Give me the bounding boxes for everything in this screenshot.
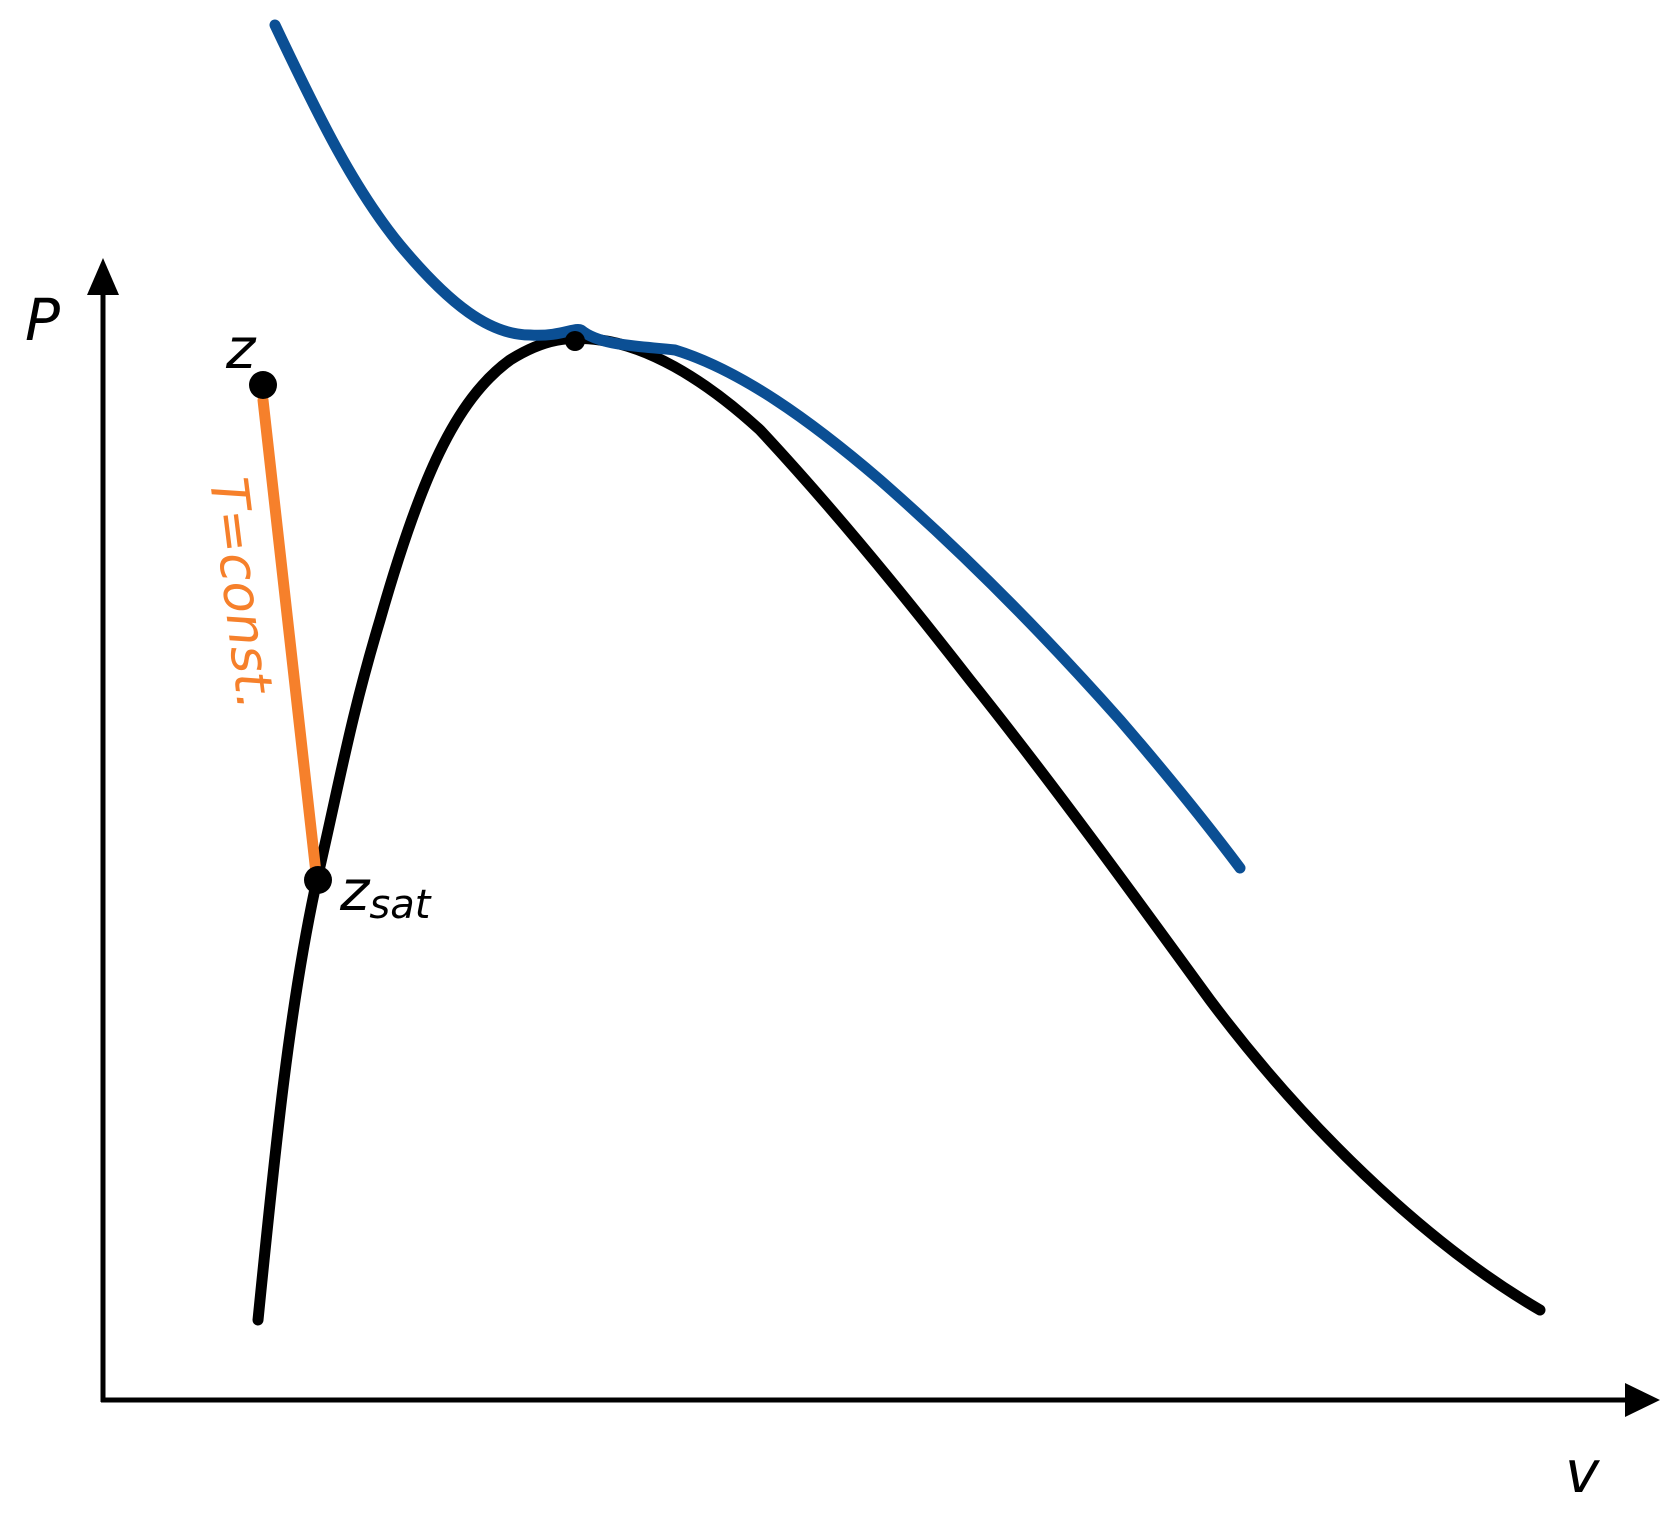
x-axis-arrowhead [1625, 1383, 1660, 1417]
isotherm-line [257, 394, 322, 879]
axes [87, 258, 1660, 1417]
point-z-sat [304, 866, 332, 894]
y-axis-arrowhead [87, 258, 119, 295]
point-z [249, 371, 277, 399]
x-axis-label: v [1565, 1438, 1601, 1506]
point-z-sat-subscript: sat [369, 882, 431, 928]
critical-point [565, 331, 585, 351]
point-z-sat-main: z [339, 859, 371, 924]
critical-isotherm [269, 19, 1246, 874]
saturation-curve [252, 332, 1546, 1326]
point-z-sat-label: zsat [339, 859, 432, 928]
y-axis-label: P [25, 286, 60, 354]
point-z-label: z [225, 317, 257, 382]
